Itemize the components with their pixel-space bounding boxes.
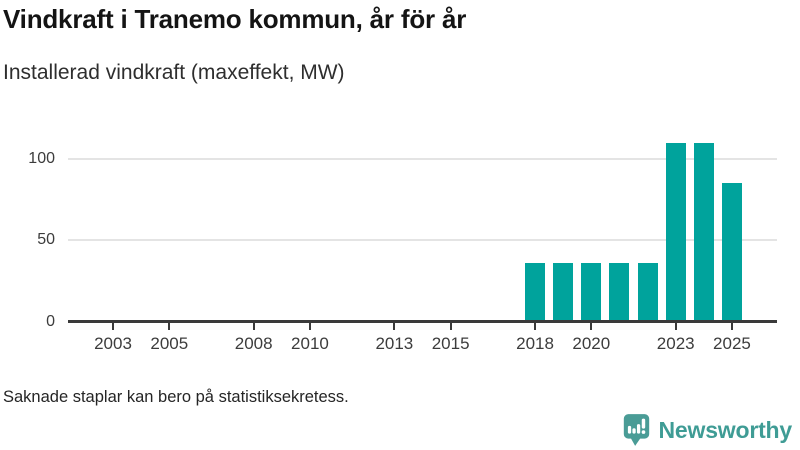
x-axis-label-2023: 2023 bbox=[656, 334, 695, 353]
gridline-50 bbox=[68, 239, 777, 242]
x-tick-2018 bbox=[534, 323, 537, 330]
y-axis-label-50: 50 bbox=[37, 231, 55, 249]
x-axis-label-2010: 2010 bbox=[291, 334, 329, 353]
bar-2023 bbox=[665, 142, 686, 322]
footer-note: Saknade staplar kan bero på statistiksek… bbox=[3, 388, 349, 406]
x-axis-label-2013: 2013 bbox=[375, 334, 414, 353]
x-tick-2023 bbox=[674, 323, 677, 330]
newsworthy-bar-chart-bubble-icon bbox=[622, 413, 651, 447]
bar-2022 bbox=[637, 263, 658, 322]
bar-2025 bbox=[721, 183, 742, 322]
bar-2019 bbox=[553, 263, 574, 322]
x-tick-2013 bbox=[393, 323, 396, 330]
gridline-100 bbox=[68, 157, 777, 160]
x-tick-2005 bbox=[168, 323, 171, 330]
x-axis-label-2008: 2008 bbox=[234, 334, 273, 353]
x-axis-label-2005: 2005 bbox=[150, 334, 189, 353]
x-axis-line bbox=[68, 320, 777, 323]
newsworthy-logo: Newsworthy bbox=[622, 413, 792, 447]
bar-2018 bbox=[525, 263, 546, 322]
x-axis-label-2015: 2015 bbox=[431, 334, 470, 353]
x-axis-label-2018: 2018 bbox=[516, 334, 554, 353]
plot-area: 2003 2005 2008 2010 2013 2015 2018 2020 2023 2025 bbox=[68, 135, 777, 353]
bar-2020 bbox=[581, 263, 602, 322]
y-axis-label-100: 100 bbox=[28, 149, 55, 167]
x-tick-2015 bbox=[449, 323, 452, 330]
x-tick-2020 bbox=[590, 323, 593, 330]
bar-2021 bbox=[609, 263, 630, 322]
y-axis-label-0: 0 bbox=[46, 313, 55, 330]
x-tick-2003 bbox=[112, 323, 115, 330]
bar-2024 bbox=[693, 142, 714, 322]
x-tick-2010 bbox=[308, 323, 311, 330]
chart-subtitle: Installerad vindkraft (maxeffekt, MW) bbox=[3, 61, 345, 84]
x-axis-label-2025: 2025 bbox=[713, 334, 751, 353]
x-tick-2008 bbox=[252, 323, 255, 330]
x-axis-label-2003: 2003 bbox=[94, 334, 132, 353]
page-title: Vindkraft i Tranemo kommun, år för år bbox=[3, 4, 467, 34]
newsworthy-wordmark: Newsworthy bbox=[658, 416, 793, 443]
x-axis-label-2020: 2020 bbox=[572, 334, 611, 353]
x-tick-2025 bbox=[730, 323, 733, 330]
